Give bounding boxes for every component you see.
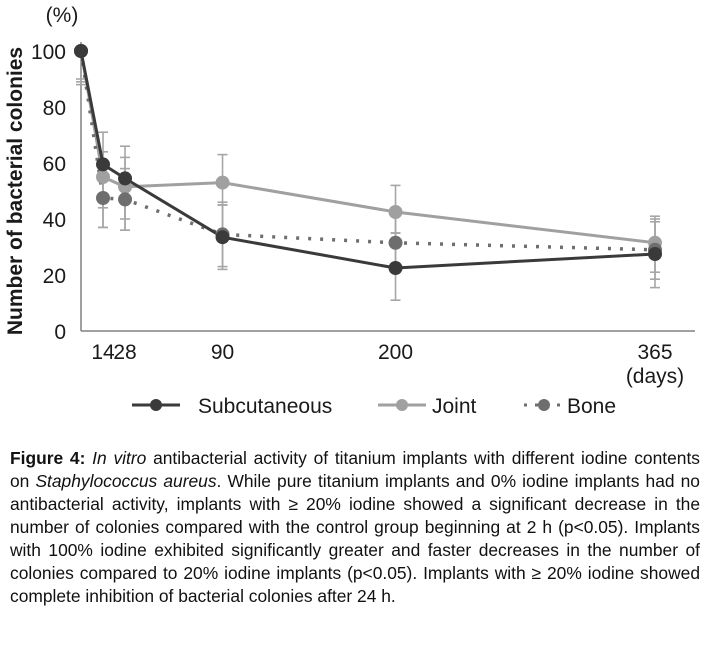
legend-label-subcutaneous: Subcutaneous — [198, 395, 332, 418]
data-point-bone — [388, 235, 403, 250]
legend-marker-subcutaneous — [150, 399, 162, 411]
y-tick-label: 80 — [43, 97, 66, 120]
series-points — [74, 44, 662, 275]
legend-label-bone: Bone — [567, 395, 616, 418]
figure-caption: Figure 4: In vitro antibacterial activit… — [10, 447, 700, 608]
caption-text-1: antibacterial activity of titanium impla… — [10, 448, 700, 491]
x-tick-label: 90 — [211, 341, 234, 364]
data-point-subcutaneous — [96, 157, 111, 172]
data-point-bone — [118, 192, 133, 207]
data-point-subcutaneous — [118, 171, 133, 186]
data-point-joint — [215, 175, 230, 190]
y-tick-label: 20 — [43, 265, 66, 288]
series-line-joint — [79, 50, 656, 245]
caption-italic-1: In vitro — [92, 448, 147, 468]
y-tick-label: 40 — [43, 209, 66, 232]
x-tick-label: 28 — [113, 341, 136, 364]
y-tick-label: 60 — [43, 153, 66, 176]
axes — [80, 42, 695, 332]
x-axis-unit-label: (days) — [626, 365, 684, 388]
data-point-joint — [96, 170, 111, 184]
y-unit-label: (%) — [46, 4, 79, 27]
x-tick-label: 365 — [637, 341, 672, 364]
data-point-subcutaneous — [215, 230, 230, 245]
y-tick-labels: 0 20 40 60 80 100 — [31, 41, 66, 344]
caption-italic-2: Staphylococcus aureus — [35, 471, 217, 491]
y-tick-label: 0 — [54, 321, 66, 344]
y-tick-label: 100 — [31, 41, 66, 64]
data-point-subcutaneous — [74, 44, 88, 58]
data-point-subcutaneous — [388, 261, 403, 275]
y-axis-title: Number of bacterial colonies — [4, 47, 27, 335]
legend-marker-joint — [396, 399, 408, 411]
series-line-subcutaneous — [79, 50, 656, 270]
x-tick-label: 200 — [378, 341, 413, 364]
legend: Subcutaneous Joint Bone — [132, 395, 616, 418]
data-point-subcutaneous — [648, 247, 662, 261]
series-line-bone — [79, 50, 656, 252]
caption-text-2: . While pure titanium implants and 0% io… — [10, 471, 700, 606]
series-lines — [79, 50, 656, 270]
legend-marker-bone — [538, 399, 550, 411]
data-point-bone — [96, 191, 111, 205]
caption-label: Figure 4: — [10, 448, 86, 468]
x-tick-label: 14 — [91, 341, 115, 364]
data-point-joint — [388, 205, 403, 219]
legend-label-joint: Joint — [432, 395, 477, 418]
line-chart: (%) Number of bacterial colonies 0 20 40 60… — [4, 4, 695, 418]
